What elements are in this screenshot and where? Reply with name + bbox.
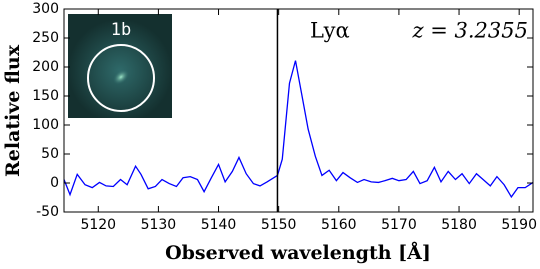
x-axis-label: Observed wavelength [Å]: [165, 241, 431, 264]
x-tick-label: 5170: [381, 217, 417, 233]
x-tick-label: 5190: [501, 217, 537, 233]
y-tick-label: -50: [36, 204, 59, 220]
inset-label: 1b: [111, 20, 131, 40]
y-tick-label: 250: [32, 30, 59, 46]
x-tick-label: 5120: [80, 217, 116, 233]
x-tick-label: 5130: [141, 217, 177, 233]
x-tick-label: 5180: [441, 217, 477, 233]
plot-frame: [63, 8, 534, 213]
inset-source: [113, 69, 129, 85]
y-tick-label: 100: [32, 117, 59, 133]
inset-aperture: [87, 44, 155, 112]
y-axis-label: Relative flux: [2, 44, 24, 177]
y-tick-label: 300: [32, 1, 59, 17]
y-tick-label: 0: [50, 175, 59, 191]
spectrum-line: [63, 60, 534, 199]
inset-background: [68, 14, 172, 118]
y-tick-label: 150: [32, 88, 59, 104]
line-label: Lyα: [310, 19, 350, 43]
x-tick-label: 5160: [321, 217, 357, 233]
x-tick-label: 5150: [261, 217, 297, 233]
redshift-label: z = 3.2355: [412, 19, 529, 43]
x-tick-label: 5140: [201, 217, 237, 233]
y-tick-label: 50: [41, 146, 59, 162]
y-tick-label: 200: [32, 59, 59, 75]
inset-image: 1b: [68, 14, 172, 118]
